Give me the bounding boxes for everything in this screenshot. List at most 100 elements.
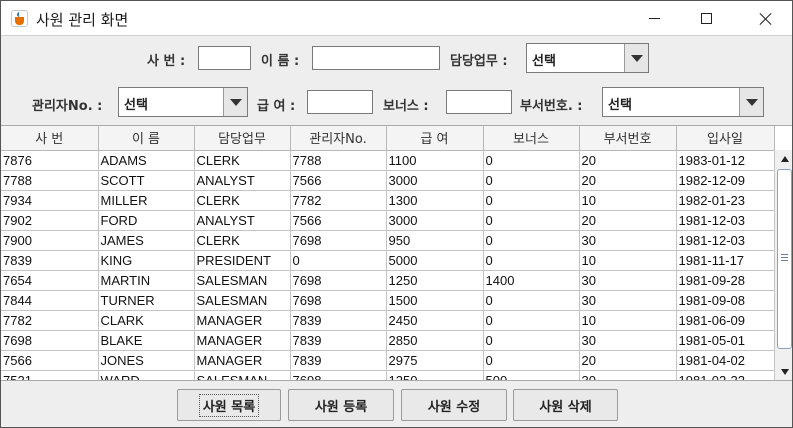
table-cell[interactable]: 7788	[290, 150, 387, 171]
table-row[interactable]: 7782 CLARK MANAGER 7839 2450 0 10 1981-06-09	[1, 310, 775, 331]
table-cell[interactable]: 7654	[1, 270, 99, 291]
column-header[interactable]: 관리자No.	[290, 126, 387, 151]
table-cell[interactable]: 1981-11-17	[676, 250, 775, 271]
table-cell[interactable]: SALESMAN	[194, 370, 291, 380]
table-cell[interactable]: 7876	[1, 150, 99, 171]
table-cell[interactable]: 30	[579, 370, 677, 380]
table-cell[interactable]: 7566	[1, 350, 99, 371]
table-cell[interactable]: 1400	[483, 270, 580, 291]
table-cell[interactable]: 30	[579, 330, 677, 351]
table-cell[interactable]: 1981-12-03	[676, 210, 775, 231]
table-cell[interactable]: 1983-01-12	[676, 150, 775, 171]
table-cell[interactable]: 7698	[290, 290, 387, 311]
column-header[interactable]: 입사일	[676, 126, 775, 151]
comm-field[interactable]	[446, 90, 512, 114]
table-row[interactable]: 7698 BLAKE MANAGER 7839 2850 0 30 1981-05-01	[1, 330, 775, 351]
table-cell[interactable]: 0	[483, 150, 580, 171]
deptno-select[interactable]: 선택	[602, 87, 764, 117]
table-cell[interactable]: 20	[579, 350, 677, 371]
table-cell[interactable]: 0	[483, 190, 580, 211]
table-cell[interactable]: BLAKE	[98, 330, 195, 351]
table-cell[interactable]: 7782	[1, 310, 99, 331]
table-cell[interactable]: MANAGER	[194, 310, 291, 331]
table-cell[interactable]: 1981-09-08	[676, 290, 775, 311]
table-cell[interactable]: 1981-04-02	[676, 350, 775, 371]
table-row[interactable]: 7654 MARTIN SALESMAN 7698 1250 1400 30 1981-09-…	[1, 270, 775, 291]
table-cell[interactable]: 1982-12-09	[676, 170, 775, 191]
table-cell[interactable]: SALESMAN	[194, 290, 291, 311]
column-header[interactable]: 담당업무	[194, 126, 291, 151]
table-cell[interactable]: 1981-12-03	[676, 230, 775, 251]
table-cell[interactable]: 30	[579, 290, 677, 311]
scroll-down-button[interactable]	[775, 363, 792, 380]
table-cell[interactable]: 10	[579, 190, 677, 211]
table-cell[interactable]: ADAMS	[98, 150, 195, 171]
employee-insert-button[interactable]: 사원 등록	[288, 389, 394, 421]
table-cell[interactable]: 1981-06-09	[676, 310, 775, 331]
table-cell[interactable]: 7839	[1, 250, 99, 271]
table-cell[interactable]: 20	[579, 210, 677, 231]
table-cell[interactable]: 7902	[1, 210, 99, 231]
table-cell[interactable]: MANAGER	[194, 330, 291, 351]
table-cell[interactable]: 1250	[386, 370, 484, 380]
table-cell[interactable]: MILLER	[98, 190, 195, 211]
table-cell[interactable]: TURNER	[98, 290, 195, 311]
table-row[interactable]: 7839 KING PRESIDENT 0 5000 0 10 1981-11-17	[1, 250, 775, 271]
table-cell[interactable]: 7566	[290, 210, 387, 231]
table-row[interactable]: 7566 JONES MANAGER 7839 2975 0 20 1981-04-02	[1, 350, 775, 371]
table-row[interactable]: 7521 WARD SALESMAN 7698 1250 500 30 1981-02-22	[1, 370, 775, 380]
table-cell[interactable]: CLARK	[98, 310, 195, 331]
table-cell[interactable]: 0	[483, 290, 580, 311]
table-cell[interactable]: KING	[98, 250, 195, 271]
table-cell[interactable]: 1250	[386, 270, 484, 291]
table-cell[interactable]: 0	[290, 250, 387, 271]
table-cell[interactable]: 7839	[290, 350, 387, 371]
table-cell[interactable]: 7521	[1, 370, 99, 380]
table-cell[interactable]: 1982-01-23	[676, 190, 775, 211]
table-cell[interactable]: 7698	[290, 230, 387, 251]
table-cell[interactable]: PRESIDENT	[194, 250, 291, 271]
empno-field[interactable]	[198, 46, 251, 70]
table-cell[interactable]: JAMES	[98, 230, 195, 251]
table-cell[interactable]: 0	[483, 250, 580, 271]
table-cell[interactable]: 1100	[386, 150, 484, 171]
table-cell[interactable]: 7698	[290, 270, 387, 291]
title-bar[interactable]: 사원 관리 화면	[1, 1, 792, 36]
table-cell[interactable]: 20	[579, 150, 677, 171]
table-cell[interactable]: 7788	[1, 170, 99, 191]
table-cell[interactable]: 3000	[386, 210, 484, 231]
table-cell[interactable]: ANALYST	[194, 210, 291, 231]
column-header[interactable]: 부서번호	[579, 126, 677, 151]
table-row[interactable]: 7900 JAMES CLERK 7698 950 0 30 1981-12-03	[1, 230, 775, 251]
table-cell[interactable]: 10	[579, 250, 677, 271]
table-cell[interactable]: 10	[579, 310, 677, 331]
mgr-dropdown-button[interactable]	[223, 88, 247, 116]
column-header[interactable]: 급 여	[386, 126, 484, 151]
table-cell[interactable]: 0	[483, 310, 580, 331]
table-cell[interactable]: 7782	[290, 190, 387, 211]
sal-field[interactable]	[307, 90, 373, 114]
job-dropdown-button[interactable]	[624, 44, 648, 72]
table-cell[interactable]: 7900	[1, 230, 99, 251]
table-row[interactable]: 7788 SCOTT ANALYST 7566 3000 0 20 1982-12-09	[1, 170, 775, 191]
table-cell[interactable]: 2450	[386, 310, 484, 331]
table-cell[interactable]: 20	[579, 170, 677, 191]
vertical-scrollbar[interactable]	[774, 150, 792, 380]
table-cell[interactable]: 1981-05-01	[676, 330, 775, 351]
table-cell[interactable]: CLERK	[194, 230, 291, 251]
table-cell[interactable]: 1300	[386, 190, 484, 211]
maximize-button[interactable]	[683, 1, 729, 36]
table-cell[interactable]: 1981-02-22	[676, 370, 775, 380]
table-cell[interactable]: 0	[483, 230, 580, 251]
employee-delete-button[interactable]: 사원 삭제	[513, 389, 618, 421]
mgr-select[interactable]: 선택	[118, 87, 248, 117]
table-cell[interactable]: 950	[386, 230, 484, 251]
table-cell[interactable]: SCOTT	[98, 170, 195, 191]
ename-field[interactable]	[312, 46, 440, 70]
table-cell[interactable]: 2850	[386, 330, 484, 351]
table-cell[interactable]: 7839	[290, 330, 387, 351]
table-row[interactable]: 7844 TURNER SALESMAN 7698 1500 0 30 1981-09-08	[1, 290, 775, 311]
table-cell[interactable]: 1500	[386, 290, 484, 311]
table-cell[interactable]: 1981-09-28	[676, 270, 775, 291]
table-cell[interactable]: 3000	[386, 170, 484, 191]
